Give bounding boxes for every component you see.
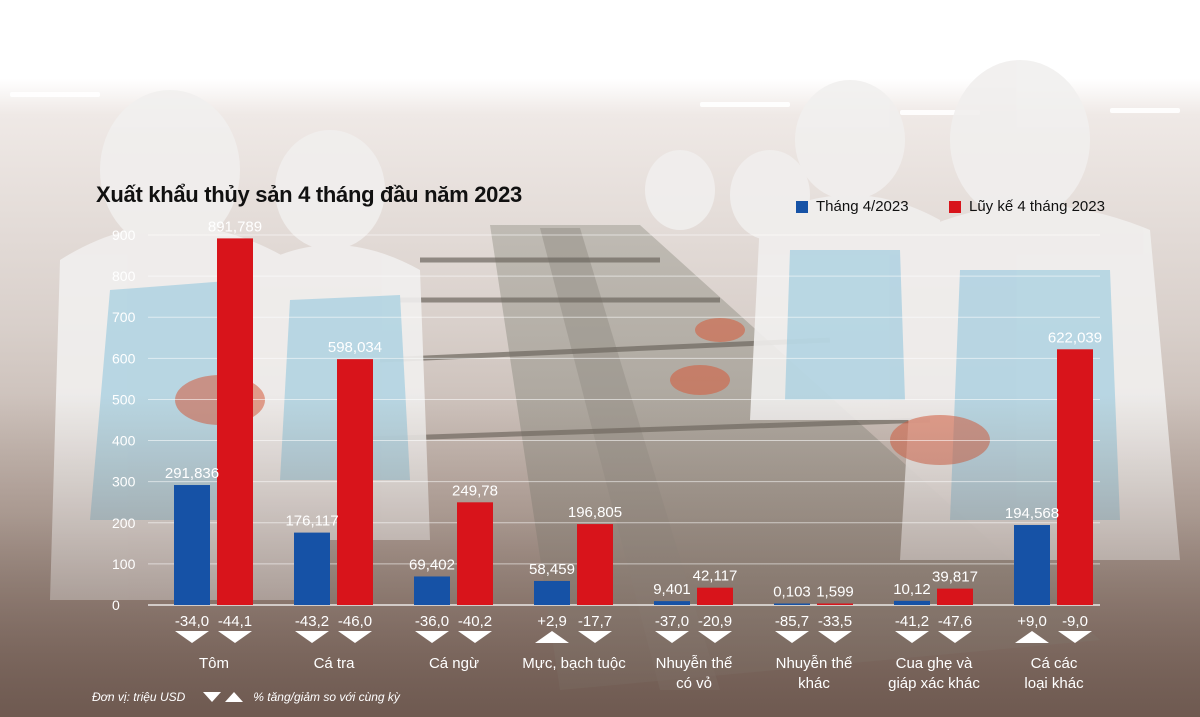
bar-monthly [414,576,450,605]
category-label: Cá ngừ [429,655,479,672]
bar-cumulative [1057,349,1093,605]
change-label: -40,2 [458,613,492,630]
category-label: Cá các [1031,655,1078,672]
legend-swatch-monthly [796,200,808,213]
bar-monthly [894,600,930,605]
y-tick-label: 600 [112,350,136,366]
increase-triangle-icon [535,631,569,643]
bar-monthly [534,580,570,605]
data-label-monthly: 9,401 [653,581,691,598]
data-label-cumulative: 891,789 [208,218,262,235]
change-label: -17,7 [578,613,612,630]
y-tick-label: 700 [112,309,136,325]
legend-swatch-cumulative [949,200,961,213]
bar-cumulative [817,603,853,605]
y-tick-label: 0 [112,597,120,613]
change-label: -47,6 [938,613,972,630]
category-label: khác [798,675,830,692]
change-label: -33,5 [818,613,852,630]
bar-monthly [1014,525,1050,605]
change-label: -9,0 [1062,613,1088,630]
bar-cumulative [217,238,253,605]
bar-monthly [774,603,810,605]
decrease-triangle-icon [338,631,372,643]
y-tick-label: 400 [112,433,136,449]
category-label: Nhuyễn thể [776,655,853,672]
decrease-triangle-icon [775,631,809,643]
category-label: Tôm [199,655,229,672]
change-label: -44,1 [218,613,252,630]
category-label: loại khác [1024,675,1084,692]
decrease-triangle-icon [895,631,929,643]
chart-title: Xuất khẩu thủy sản 4 tháng đầu năm 2023 [96,182,522,207]
bar-cumulative [937,588,973,605]
category-label: giáp xác khác [888,675,980,692]
decrease-triangle-icon [175,631,209,643]
decrease-triangle-icon [578,631,612,643]
decrease-triangle-icon [818,631,852,643]
decrease-triangle-icon [698,631,732,643]
data-label-cumulative: 622,039 [1048,329,1102,346]
y-tick-label: 900 [112,227,136,243]
category-label: Cá tra [314,655,356,672]
data-label-cumulative: 196,805 [568,504,622,521]
legend-item-monthly: Tháng 4/2023 [796,198,909,215]
legend-item-cumulative: Lũy kế 4 tháng 2023 [949,198,1105,215]
y-tick-label: 200 [112,515,136,531]
category-label: Nhuyễn thể [656,655,733,672]
bar-cumulative [457,502,493,605]
bar-monthly [294,532,330,605]
decrease-triangle-icon [938,631,972,643]
data-label-cumulative: 39,817 [932,569,978,586]
data-label-cumulative: 598,034 [328,339,382,356]
data-label-monthly: 10,12 [893,581,931,598]
y-tick-label: 800 [112,268,136,284]
decrease-triangle-icon [458,631,492,643]
category-label: có vỏ [676,675,712,692]
decrease-triangle-icon [218,631,252,643]
change-label: -41,2 [895,613,929,630]
data-label-monthly: 291,836 [165,465,219,482]
y-tick-label: 100 [112,556,136,572]
footnote: Đơn vị: triệu USD % tăng/giảm so với cùn… [92,690,400,704]
data-label-cumulative: 1,599 [816,584,854,601]
data-label-monthly: 58,459 [529,561,575,578]
category-label: Mực, bạch tuộc [522,655,626,672]
increase-triangle-icon [1015,631,1049,643]
category-label: Cua ghẹ và [896,655,973,672]
decrease-triangle-icon [415,631,449,643]
decrease-triangle-icon [1058,631,1092,643]
change-label: -85,7 [775,613,809,630]
change-label: -20,9 [698,613,732,630]
legend-label-monthly: Tháng 4/2023 [816,198,909,215]
change-triangles-icon [203,691,244,703]
change-label: +9,0 [1017,613,1047,630]
y-tick-label: 300 [112,474,136,490]
change-label: -37,0 [655,613,689,630]
data-label-monthly: 176,117 [285,513,338,530]
bar-monthly [174,485,210,605]
legend-label-cumulative: Lũy kế 4 tháng 2023 [969,198,1105,215]
bar-cumulative [337,359,373,605]
footnote-change: % tăng/giảm so với cùng kỳ [253,690,400,704]
footnote-unit: Đơn vị: triệu USD [92,690,186,704]
change-label: -46,0 [338,613,372,630]
bar-monthly [654,601,690,605]
change-label: -43,2 [295,613,329,630]
decrease-triangle-icon [295,631,329,643]
data-label-cumulative: 249,78 [452,482,498,499]
data-label-monthly: 69,402 [409,556,455,573]
data-label-cumulative: 42,117 [693,568,738,585]
bar-cumulative [697,587,733,605]
y-tick-label: 500 [112,391,136,407]
change-label: +2,9 [537,613,567,630]
data-label-monthly: 0,103 [773,584,811,601]
change-label: -36,0 [415,613,449,630]
data-label-monthly: 194,568 [1005,505,1059,522]
change-label: -34,0 [175,613,209,630]
decrease-triangle-icon [655,631,689,643]
bar-cumulative [577,524,613,605]
